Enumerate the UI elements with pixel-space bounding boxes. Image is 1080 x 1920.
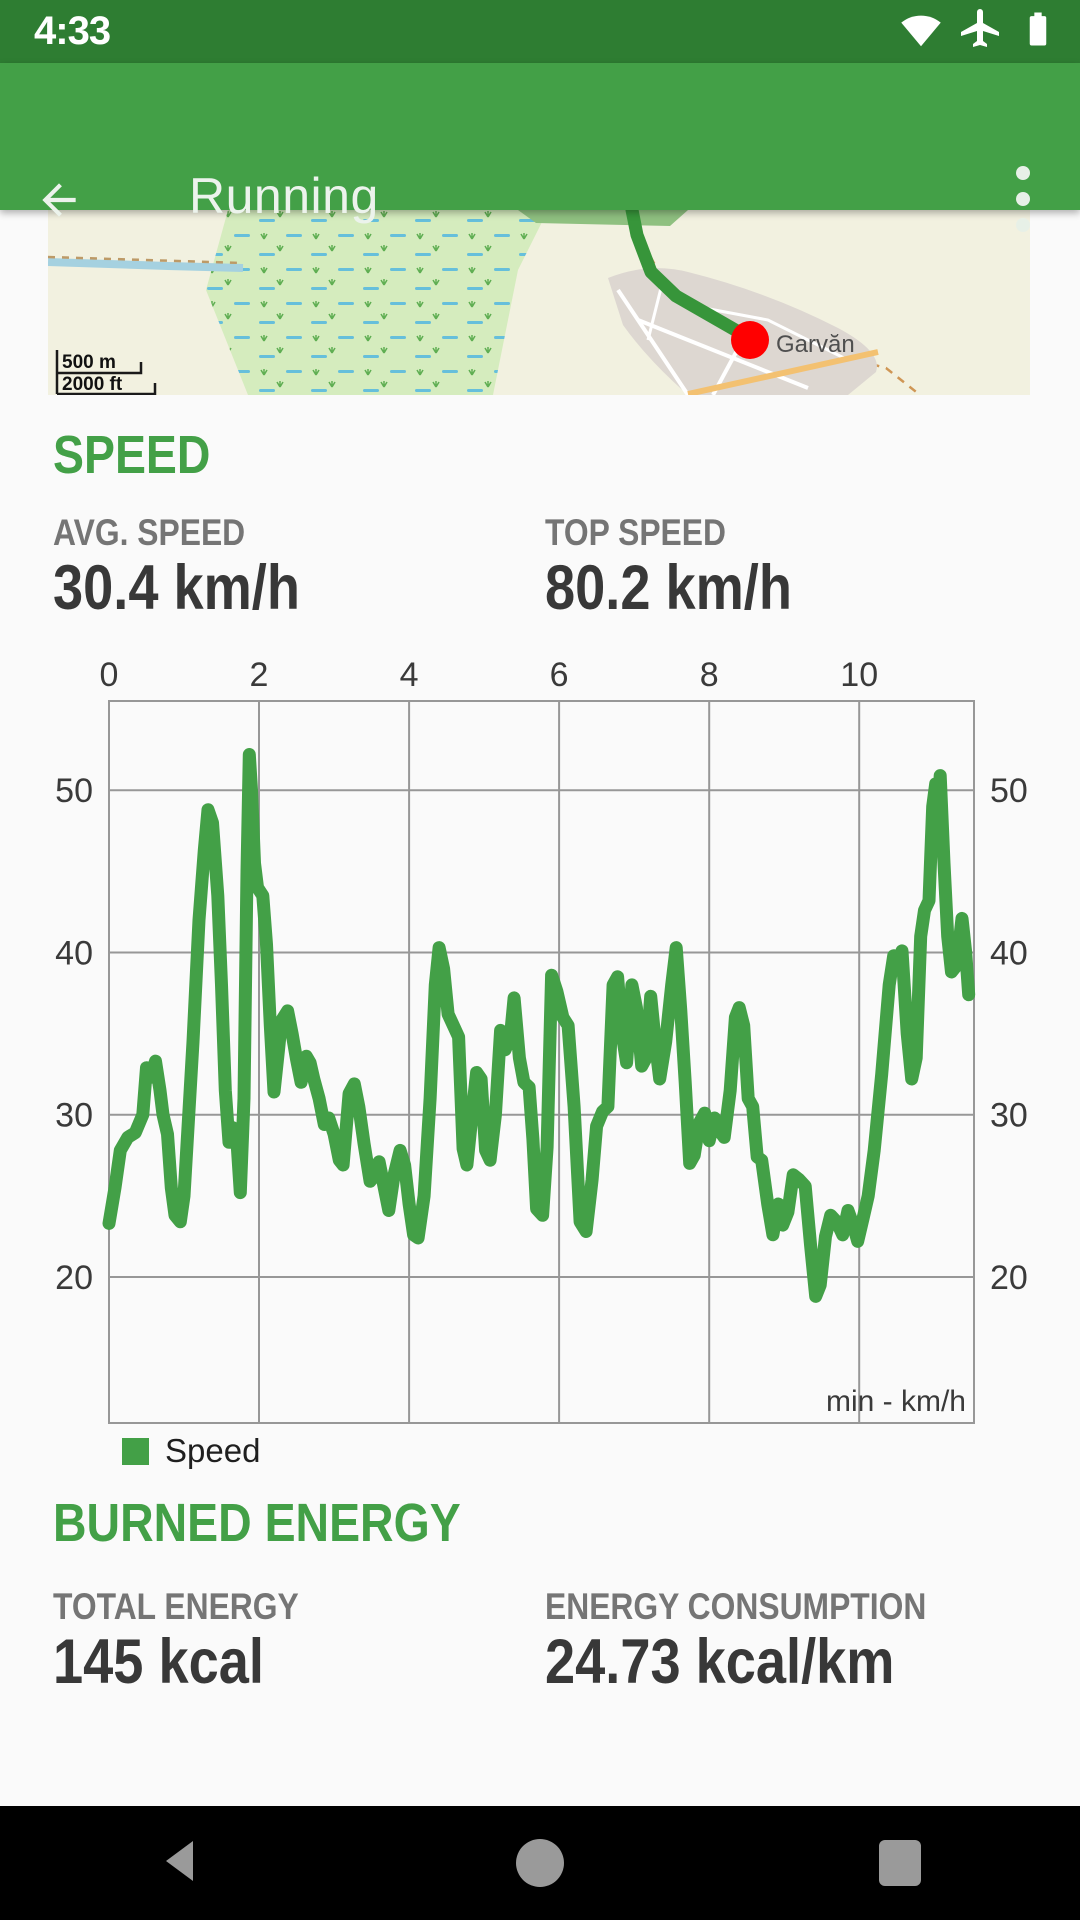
android-nav-bar [0, 1806, 1080, 1920]
map-place-label: Garvăn [776, 331, 855, 358]
svg-text:8: 8 [700, 656, 719, 694]
total-energy-label: TOTAL ENERGY [53, 1586, 299, 1627]
energy-section-title: BURNED ENERGY [53, 1493, 461, 1553]
app-bar: Running [0, 63, 1080, 232]
battery-icon [1016, 7, 1060, 56]
airplane-mode-icon [956, 5, 1004, 58]
svg-text:40: 40 [55, 935, 93, 973]
map-stream [47, 258, 244, 272]
nav-home-button[interactable] [360, 1839, 720, 1887]
speed-section-title: SPEED [53, 425, 211, 485]
svg-text:20: 20 [990, 1259, 1028, 1297]
chart-legend: Speed [122, 1432, 260, 1470]
top-speed-label: TOP SPEED [545, 512, 726, 553]
svg-text:2: 2 [250, 656, 269, 694]
svg-text:4: 4 [400, 656, 419, 694]
status-bar: 4:33 [0, 0, 1080, 63]
avg-speed-label: AVG. SPEED [53, 512, 246, 553]
svg-text:10: 10 [840, 656, 878, 694]
svg-text:30: 30 [55, 1097, 93, 1135]
legend-label: Speed [165, 1432, 261, 1469]
recents-icon [879, 1840, 921, 1886]
map-scale-imperial: 2000 ft [62, 374, 123, 395]
speed-chart[interactable]: 0 2 4 6 8 10 20 20 30 30 40 40 50 50 min - km/h [0, 650, 1080, 1440]
arrow-left-icon [34, 183, 84, 229]
svg-text:40: 40 [990, 935, 1028, 973]
overflow-menu-button[interactable] [999, 166, 1047, 232]
status-icons [898, 0, 1060, 63]
overflow-menu-icon [1016, 166, 1030, 180]
svg-text:50: 50 [990, 772, 1028, 810]
map-main-road [687, 349, 879, 397]
svg-text:50: 50 [55, 772, 93, 810]
map-scale-bar [55, 350, 157, 396]
map-position-marker [731, 321, 769, 359]
energy-consumption-value: 24.73 kcal/km [545, 1627, 895, 1697]
route-map[interactable]: Garvăn 500 m 2000 ft [47, 203, 1030, 397]
status-time: 4:33 [34, 9, 111, 53]
legend-swatch [122, 1437, 149, 1465]
svg-text:6: 6 [550, 656, 569, 694]
back-button[interactable] [34, 175, 84, 225]
svg-text:0: 0 [100, 656, 119, 694]
top-speed-value: 80.2 km/h [545, 553, 792, 623]
avg-speed-value: 30.4 km/h [53, 553, 300, 623]
wifi-icon [898, 6, 944, 57]
map-route-line [625, 203, 751, 342]
total-energy-value: 145 kcal [53, 1627, 264, 1697]
nav-recents-button[interactable] [720, 1840, 1080, 1886]
map-forest [518, 210, 688, 226]
map-wetland-area [206, 210, 548, 395]
page-title: Running [189, 168, 379, 224]
energy-consumption-label: ENERGY CONSUMPTION [545, 1586, 927, 1627]
svg-text:20: 20 [55, 1259, 93, 1297]
svg-text:30: 30 [990, 1097, 1028, 1135]
map-scale-metric: 500 m [62, 352, 116, 373]
map-background [48, 210, 1030, 395]
svg-text:min - km/h: min - km/h [826, 1385, 966, 1418]
nav-back-button[interactable] [0, 1837, 360, 1890]
home-icon [516, 1839, 564, 1887]
back-icon [160, 1837, 200, 1890]
